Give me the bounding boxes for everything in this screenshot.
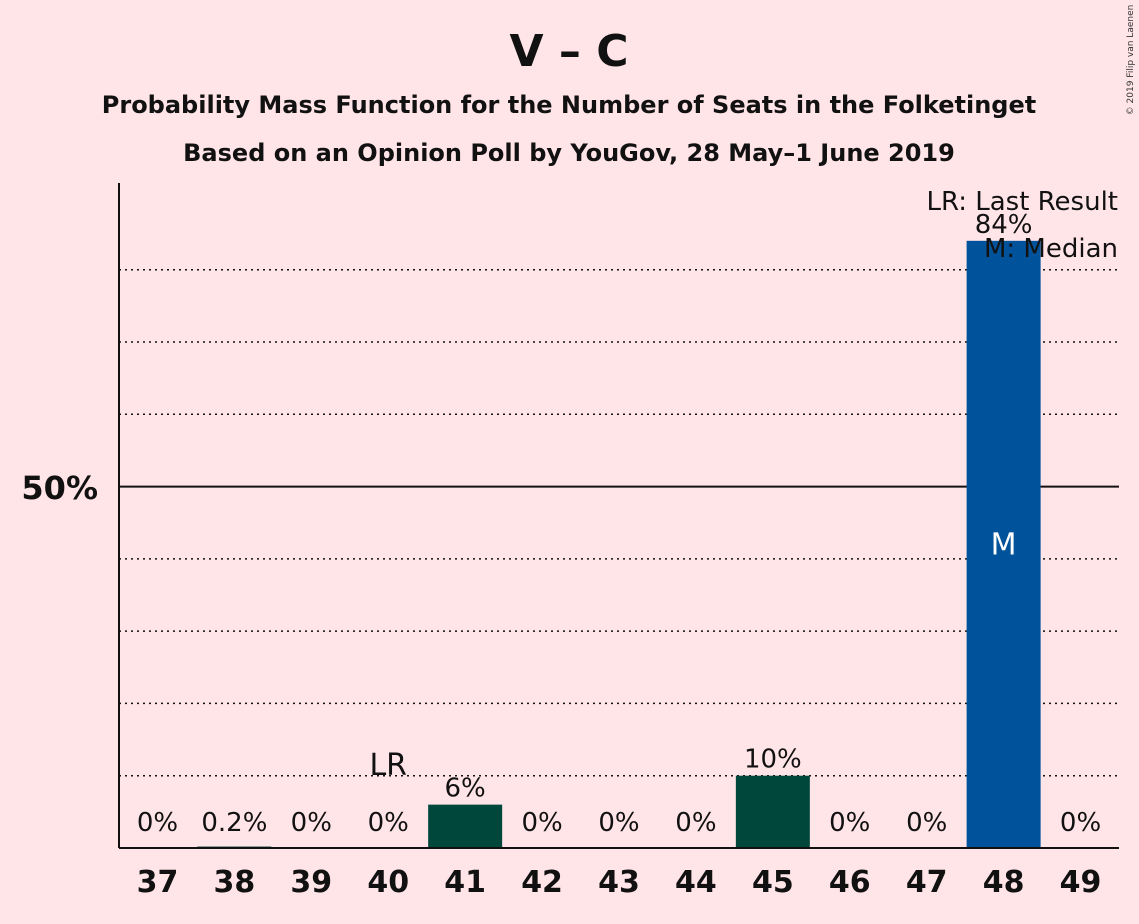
legend-median: M: Median (984, 234, 1118, 264)
chart-subtitle-1: Probability Mass Function for the Number… (102, 91, 1036, 119)
x-tick-44: 44 (675, 865, 717, 900)
chart-title: V – C (510, 26, 629, 77)
data-label-seat-45: 10% (744, 745, 802, 775)
legend-last-result: LR: Last Result (926, 187, 1118, 217)
gridlines (119, 268, 1119, 777)
x-tick-41: 41 (444, 865, 486, 900)
data-label-seat-44: 0% (675, 808, 716, 838)
copyright-notice: © 2019 Filip van Laenen (1126, 5, 1136, 116)
x-tick-39: 39 (290, 865, 332, 900)
data-label-seat-43: 0% (598, 808, 639, 838)
data-label-seat-37: 0% (137, 808, 178, 838)
data-label-seat-39: 0% (291, 808, 332, 838)
x-tick-48: 48 (983, 865, 1025, 900)
x-tick-47: 47 (906, 865, 948, 900)
data-label-seat-38: 0.2% (201, 808, 267, 838)
x-tick-labels: 37 38 39 40 41 42 43 44 45 46 47 48 49 (137, 865, 1102, 900)
median-marker: M (991, 527, 1017, 562)
data-label-seat-46: 0% (829, 808, 870, 838)
last-result-marker: LR (369, 748, 407, 783)
x-tick-49: 49 (1060, 865, 1102, 900)
bar-seat-41 (428, 804, 503, 848)
bar-seat-45 (735, 775, 810, 848)
data-label-seat-48: 84% (975, 210, 1033, 240)
x-tick-46: 46 (829, 865, 871, 900)
data-label-seat-49: 0% (1060, 808, 1101, 838)
y-tick-label-50: 50% (21, 469, 98, 507)
bar-seat-48 (966, 240, 1041, 849)
data-label-seat-40: 0% (368, 808, 409, 838)
bars (197, 240, 1041, 849)
x-tick-45: 45 (752, 865, 794, 900)
data-label-seat-41: 6% (445, 774, 486, 804)
x-tick-38: 38 (214, 865, 256, 900)
data-label-seat-47: 0% (906, 808, 947, 838)
data-labels: 0% 0.2% 0% 0% LR 6% 0% 0% 0% 10% 0% 0% 84% M 0% (137, 210, 1101, 838)
data-label-seat-42: 0% (521, 808, 562, 838)
x-tick-37: 37 (137, 865, 179, 900)
x-tick-42: 42 (521, 865, 563, 900)
x-tick-40: 40 (367, 865, 409, 900)
chart-subtitle-2: Based on an Opinion Poll by YouGov, 28 M… (183, 139, 955, 167)
x-tick-43: 43 (598, 865, 640, 900)
